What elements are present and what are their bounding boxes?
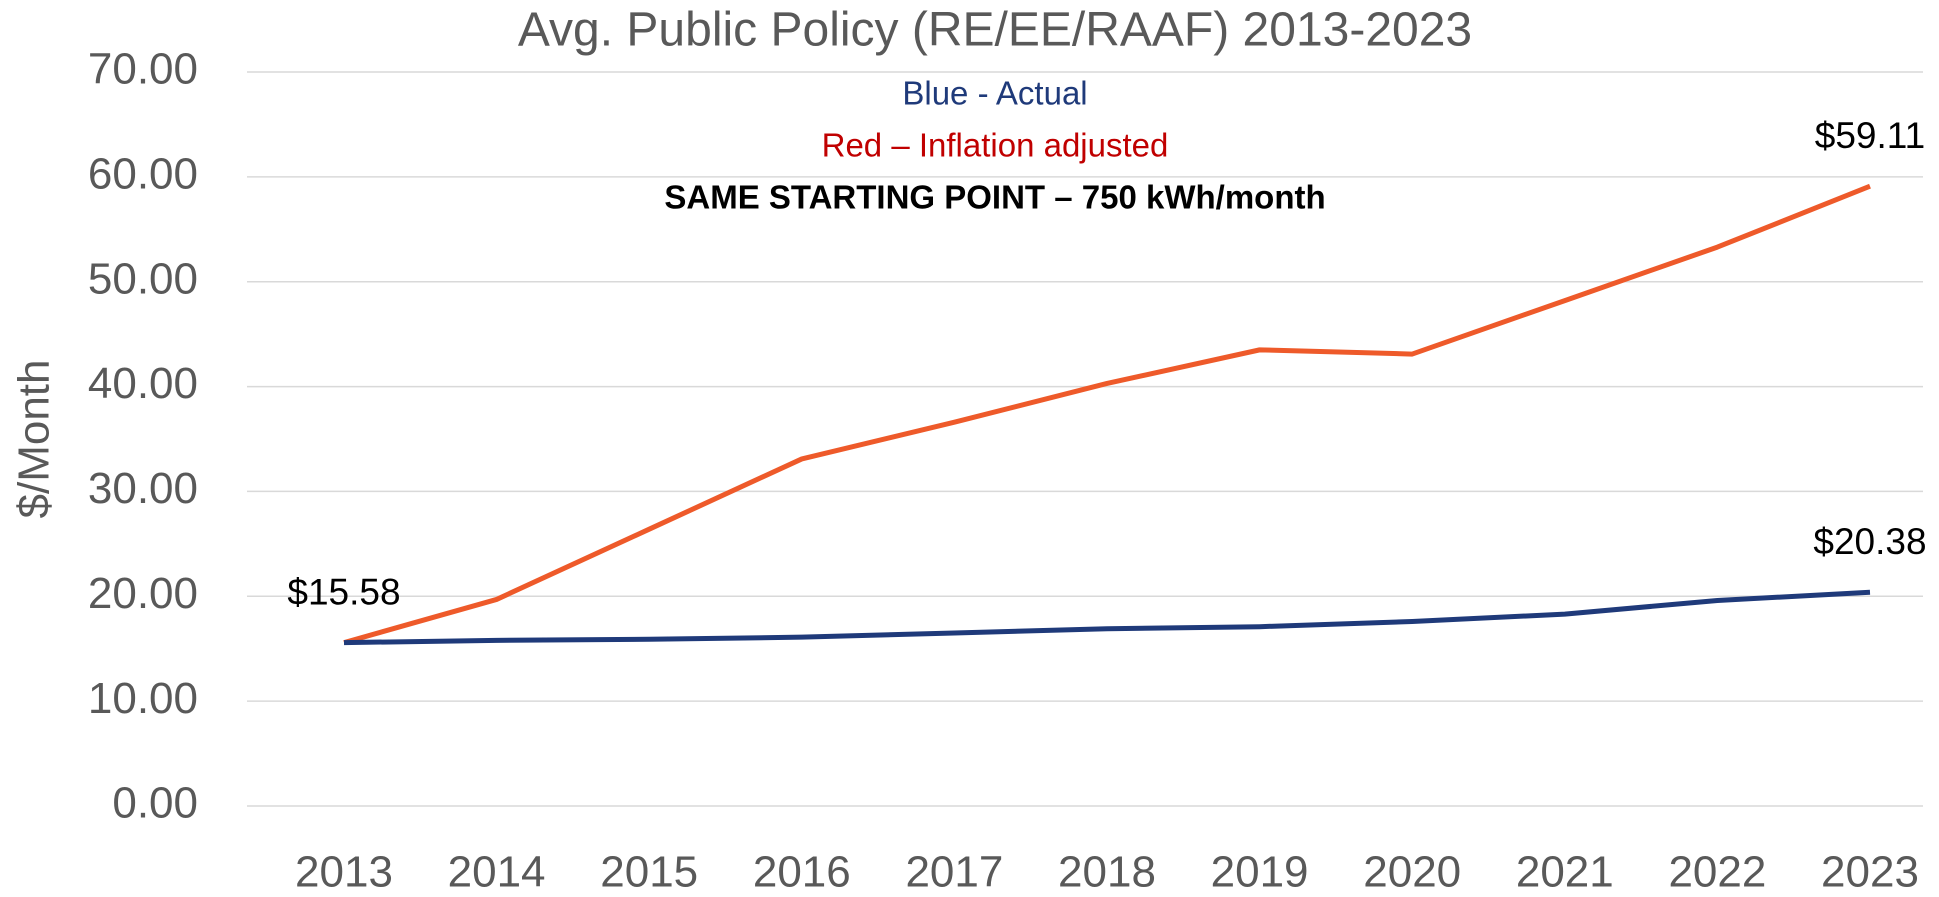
- y-tick-label: 60.00: [88, 149, 198, 198]
- y-tick-label: 20.00: [88, 569, 198, 618]
- x-tick-label: 2014: [448, 848, 546, 897]
- y-tick-label: 10.00: [88, 674, 198, 723]
- x-tick-label: 2022: [1668, 848, 1766, 897]
- x-tick-label: 2018: [1058, 848, 1156, 897]
- x-tick-label: 2020: [1363, 848, 1461, 897]
- annotation: Blue - Actual: [902, 75, 1087, 112]
- x-tick-label: 2021: [1516, 848, 1614, 897]
- data-label: $20.38: [1813, 521, 1926, 562]
- y-tick-label: 50.00: [88, 254, 198, 303]
- data-label: $15.58: [287, 571, 400, 612]
- x-tick-label: 2013: [295, 848, 393, 897]
- line-series: [343, 183, 1871, 646]
- data-label: $59.11: [1815, 115, 1925, 156]
- x-tick-label: 2023: [1821, 848, 1919, 897]
- y-tick-label: 0.00: [112, 779, 198, 828]
- y-axis-label: $/Month: [10, 360, 59, 519]
- line-series: [343, 589, 1871, 646]
- x-tick-label: 2019: [1211, 848, 1309, 897]
- y-tick-label: 70.00: [88, 45, 198, 94]
- y-tick-label: 30.00: [88, 464, 198, 513]
- chart-title: Avg. Public Policy (RE/EE/RAAF) 2013-202…: [518, 4, 1472, 57]
- y-tick-label: 40.00: [88, 359, 198, 408]
- x-tick-label: 2015: [600, 848, 698, 897]
- x-tick-label: 2017: [905, 848, 1003, 897]
- annotation: SAME STARTING POINT – 750 kWh/month: [664, 179, 1325, 216]
- annotation: Red – Inflation adjusted: [822, 127, 1169, 164]
- x-tick-label: 2016: [753, 848, 851, 897]
